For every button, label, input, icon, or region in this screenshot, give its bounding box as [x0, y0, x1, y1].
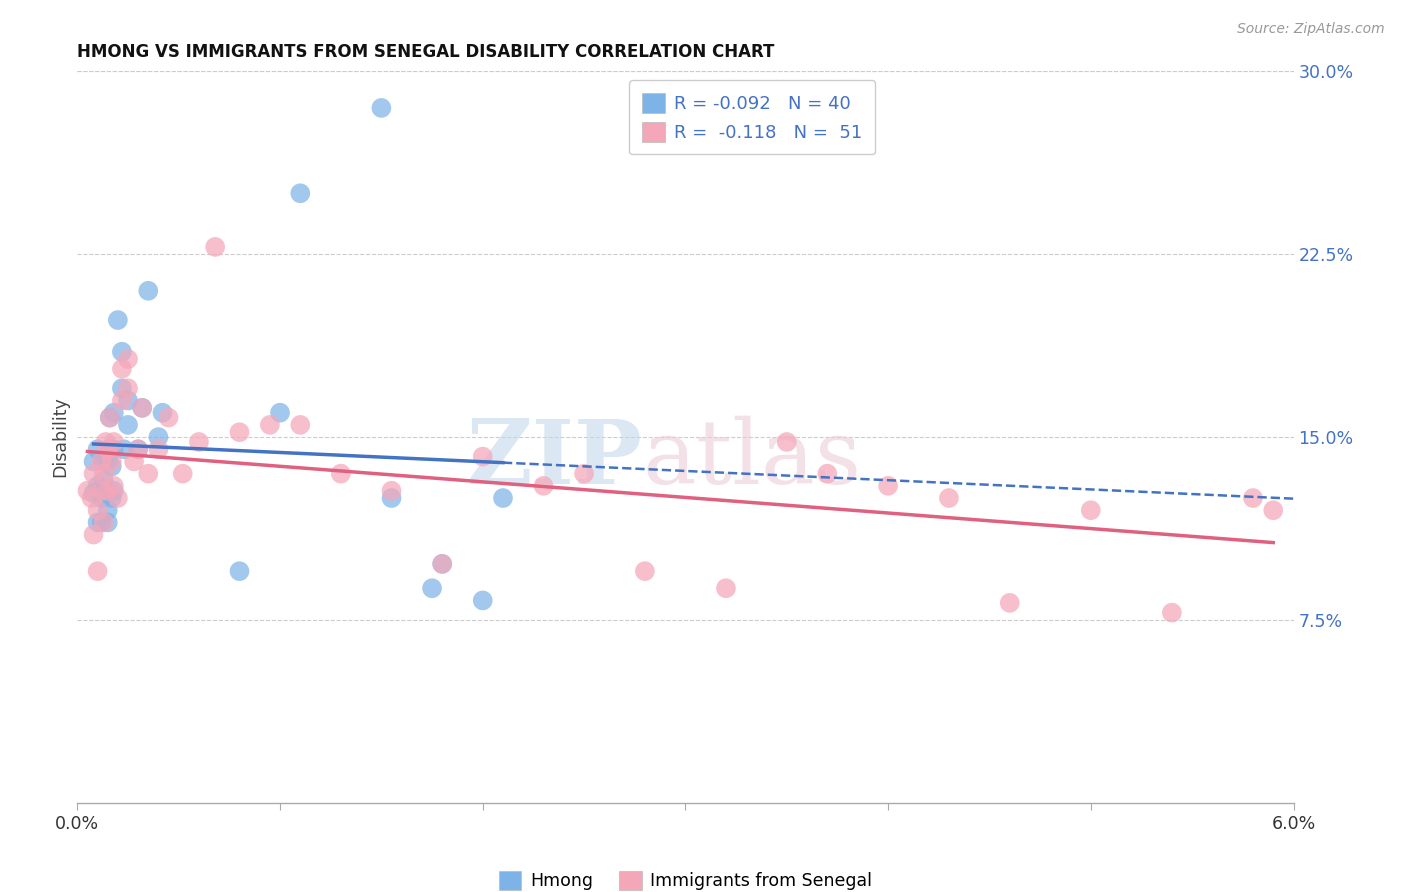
Point	[94, 434, 117, 449]
Point	[111, 361, 134, 376]
Point	[90, 516, 112, 530]
Point	[228, 564, 250, 578]
Point	[103, 442, 125, 457]
Text: atlas: atlas	[643, 416, 862, 503]
Point	[290, 186, 312, 201]
Point	[148, 430, 170, 444]
Point	[533, 479, 555, 493]
Point	[127, 442, 149, 457]
Point	[98, 410, 121, 425]
Point	[432, 557, 454, 571]
Point	[117, 417, 139, 432]
Point	[86, 503, 108, 517]
Point	[492, 491, 515, 505]
Point	[572, 467, 595, 481]
Point	[420, 581, 443, 595]
Point	[1080, 503, 1102, 517]
Point	[1263, 503, 1285, 517]
Point	[776, 434, 799, 449]
Point	[204, 240, 226, 254]
Point	[83, 467, 105, 481]
Point	[131, 401, 153, 415]
Point	[101, 491, 124, 505]
Point	[111, 393, 134, 408]
Point	[90, 491, 112, 505]
Point	[370, 101, 392, 115]
Point	[103, 479, 125, 493]
Point	[938, 491, 960, 505]
Point	[98, 410, 121, 425]
Point	[101, 459, 124, 474]
Point	[1241, 491, 1264, 505]
Point	[152, 406, 174, 420]
Point	[97, 454, 120, 468]
Point	[259, 417, 281, 432]
Point	[998, 596, 1021, 610]
Point	[107, 491, 129, 505]
Point	[148, 442, 170, 457]
Point	[122, 454, 145, 468]
Point	[90, 454, 112, 468]
Point	[432, 557, 454, 571]
Point	[136, 467, 159, 481]
Point	[127, 442, 149, 457]
Point	[103, 434, 125, 449]
Point	[101, 454, 124, 468]
Point	[93, 467, 115, 481]
Point	[634, 564, 657, 578]
Point	[117, 352, 139, 367]
Legend: Hmong, Immigrants from Senegal: Hmong, Immigrants from Senegal	[492, 864, 879, 892]
Point	[97, 483, 120, 498]
Point	[329, 467, 352, 481]
Point	[97, 516, 120, 530]
Point	[83, 486, 105, 500]
Point	[714, 581, 737, 595]
Text: HMONG VS IMMIGRANTS FROM SENEGAL DISABILITY CORRELATION CHART: HMONG VS IMMIGRANTS FROM SENEGAL DISABIL…	[77, 44, 775, 62]
Point	[111, 344, 134, 359]
Point	[97, 442, 120, 457]
Point	[90, 483, 112, 498]
Point	[228, 425, 250, 440]
Point	[83, 454, 105, 468]
Point	[86, 564, 108, 578]
Point	[380, 483, 402, 498]
Point	[290, 417, 312, 432]
Point	[93, 516, 115, 530]
Point	[98, 442, 121, 457]
Point	[1161, 606, 1184, 620]
Point	[157, 410, 180, 425]
Point	[80, 491, 103, 505]
Point	[76, 483, 98, 498]
Point	[103, 406, 125, 420]
Text: Source: ZipAtlas.com: Source: ZipAtlas.com	[1237, 22, 1385, 37]
Point	[86, 479, 108, 493]
Point	[471, 450, 494, 464]
Point	[117, 393, 139, 408]
Point	[471, 593, 494, 607]
Point	[86, 516, 108, 530]
Point	[136, 284, 159, 298]
Point	[877, 479, 900, 493]
Point	[111, 381, 134, 395]
Text: ZIP: ZIP	[467, 416, 643, 502]
Point	[117, 381, 139, 395]
Y-axis label: Disability: Disability	[51, 397, 69, 477]
Point	[112, 442, 135, 457]
Point	[380, 491, 402, 505]
Point	[188, 434, 211, 449]
Point	[86, 442, 108, 457]
Point	[269, 406, 291, 420]
Point	[97, 483, 120, 498]
Point	[815, 467, 838, 481]
Point	[93, 454, 115, 468]
Point	[97, 503, 120, 517]
Point	[93, 474, 115, 488]
Point	[103, 483, 125, 498]
Point	[83, 527, 105, 541]
Point	[107, 313, 129, 327]
Point	[172, 467, 194, 481]
Point	[131, 401, 153, 415]
